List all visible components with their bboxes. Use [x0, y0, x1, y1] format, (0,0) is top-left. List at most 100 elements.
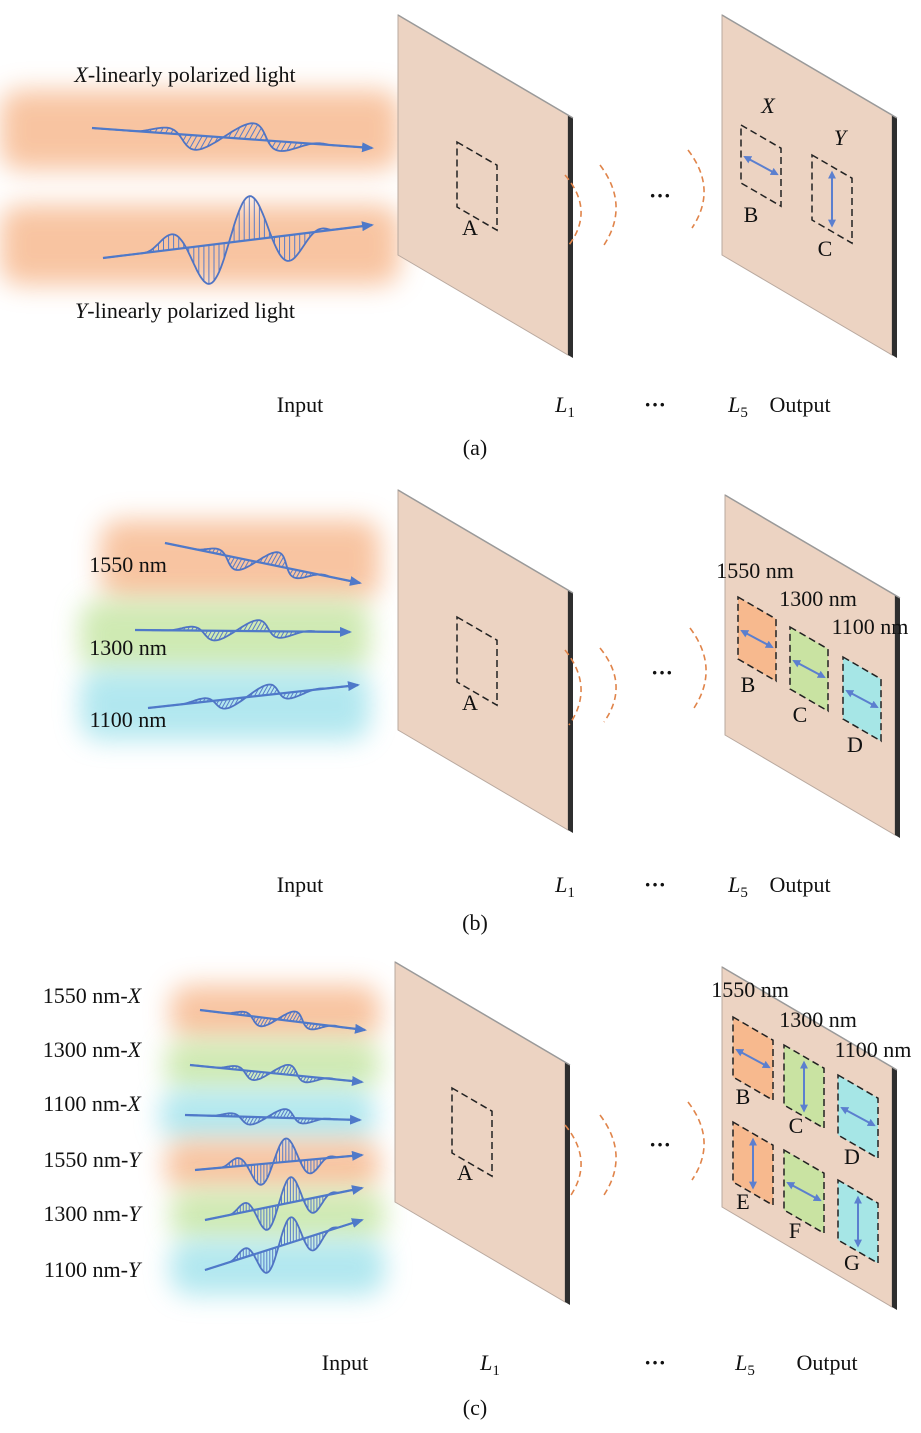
- input-label: X-linearly polarized light: [73, 62, 295, 87]
- layer-edge: [568, 590, 573, 833]
- layer-plate: [722, 15, 892, 355]
- page: {"panels": [ {"caption": "(a)", "input_l…: [0, 0, 921, 1433]
- output-caption: Output: [796, 1350, 857, 1375]
- between-dots: ···: [651, 660, 673, 685]
- between-dots: ···: [649, 1132, 671, 1157]
- layer-plate: [395, 962, 565, 1302]
- label-part: -linearly polarized light: [87, 298, 295, 323]
- label-part: -linearly polarized light: [88, 62, 296, 87]
- input-label: 1550 nm-Y: [43, 1147, 143, 1172]
- output-label: D: [844, 1144, 860, 1169]
- label-part: 1300 nm: [89, 635, 167, 660]
- layer-label: L5: [727, 872, 748, 901]
- entrance-label: A: [462, 690, 478, 715]
- panel-caption: (b): [462, 910, 488, 935]
- light-glow: [170, 985, 380, 1040]
- layer-symbol: L: [734, 1350, 747, 1375]
- output-label: B: [744, 202, 759, 227]
- output-caption: Output: [769, 872, 830, 897]
- light-glow: [0, 90, 400, 170]
- layer-symbol: L: [554, 872, 567, 897]
- label-part: 1300 nm-: [43, 1201, 128, 1226]
- output-label: E: [736, 1189, 749, 1214]
- layer-label: L5: [734, 1350, 755, 1379]
- layer-edge: [565, 1062, 570, 1305]
- layer-index: 1: [567, 405, 575, 421]
- input-label: Y-linearly polarized light: [75, 298, 295, 323]
- input-caption: Input: [277, 872, 323, 897]
- layer-index: 5: [740, 405, 748, 421]
- output-label: F: [789, 1218, 801, 1243]
- input-label: 1100 nm-X: [43, 1091, 142, 1116]
- output-title: 1100 nm: [835, 1037, 912, 1062]
- output-label: C: [818, 236, 833, 261]
- label-part: 1550 nm: [89, 552, 167, 577]
- layer-symbol: L: [554, 392, 567, 417]
- layer-symbol: L: [479, 1350, 492, 1375]
- label-part: 1550 nm-: [43, 983, 128, 1008]
- input-label: 1100 nm: [90, 707, 167, 732]
- layer-label: L1: [554, 872, 575, 901]
- label-part: Y: [128, 1257, 143, 1282]
- output-title: 1100 nm: [832, 614, 909, 639]
- input-label: 1550 nm-X: [43, 983, 143, 1008]
- output-label: C: [793, 702, 808, 727]
- layer-symbol: L: [727, 872, 740, 897]
- layer-label: L5: [727, 392, 748, 421]
- layer-symbol: L: [727, 392, 740, 417]
- layer-edge: [892, 1067, 897, 1310]
- layer-edge: [568, 115, 573, 358]
- wavefront-arc: [688, 150, 704, 228]
- between-dots: ···: [649, 183, 671, 208]
- input-label: 1300 nm: [89, 635, 167, 660]
- input-caption: Input: [322, 1350, 368, 1375]
- input-label: 1100 nm-Y: [44, 1257, 143, 1282]
- wavefront-arc: [600, 648, 616, 722]
- label-part: 1550 nm-: [43, 1147, 128, 1172]
- dots-caption: ···: [644, 392, 666, 417]
- input-label: 1300 nm-Y: [43, 1201, 143, 1226]
- wavefront-arc: [600, 1115, 616, 1195]
- panel-caption: (a): [463, 435, 487, 460]
- output-title: 1550 nm: [716, 558, 794, 583]
- layer-label: L1: [479, 1350, 500, 1379]
- label-part: X: [127, 983, 143, 1008]
- label-part: Y: [128, 1147, 143, 1172]
- layer-index: 5: [740, 885, 748, 901]
- panel-caption: (c): [463, 1395, 487, 1420]
- light-glow: [170, 1190, 385, 1240]
- body: X-linearly polarized lightY-linearly pol…: [0, 0, 921, 1433]
- label-part: 1100 nm-: [43, 1091, 127, 1116]
- layer-plate: [398, 490, 568, 830]
- dots-caption: ···: [644, 1350, 666, 1375]
- output-label: C: [789, 1113, 804, 1138]
- label-part: X: [126, 1091, 142, 1116]
- layer-plate: [398, 15, 568, 355]
- label-part: Y: [128, 1201, 143, 1226]
- layer-index: 1: [567, 885, 575, 901]
- output-label: G: [844, 1250, 860, 1275]
- entrance-label: A: [462, 215, 478, 240]
- output-label: D: [847, 732, 863, 757]
- output-title: X: [760, 93, 776, 118]
- dots-caption: ···: [644, 872, 666, 897]
- figure: X-linearly polarized lightY-linearly pol…: [0, 0, 921, 1433]
- label-part: 1300 nm-: [43, 1037, 128, 1062]
- output-label: B: [741, 672, 756, 697]
- layer-index: 5: [747, 1363, 755, 1379]
- layer-label: L1: [554, 392, 575, 421]
- entrance-label: A: [457, 1160, 473, 1185]
- label-part: 1100 nm-: [44, 1257, 128, 1282]
- wavefront-arc: [688, 1102, 704, 1180]
- output-title: 1300 nm: [779, 586, 857, 611]
- layer-edge: [892, 115, 897, 358]
- output-label: B: [736, 1084, 751, 1109]
- wavefront-arc: [600, 165, 616, 245]
- output-title: 1550 nm: [711, 977, 789, 1002]
- input-label: 1550 nm: [89, 552, 167, 577]
- output-caption: Output: [769, 392, 830, 417]
- layer-index: 1: [492, 1363, 500, 1379]
- label-part: X: [127, 1037, 143, 1062]
- wavefront-arc: [690, 628, 706, 708]
- input-caption: Input: [277, 392, 323, 417]
